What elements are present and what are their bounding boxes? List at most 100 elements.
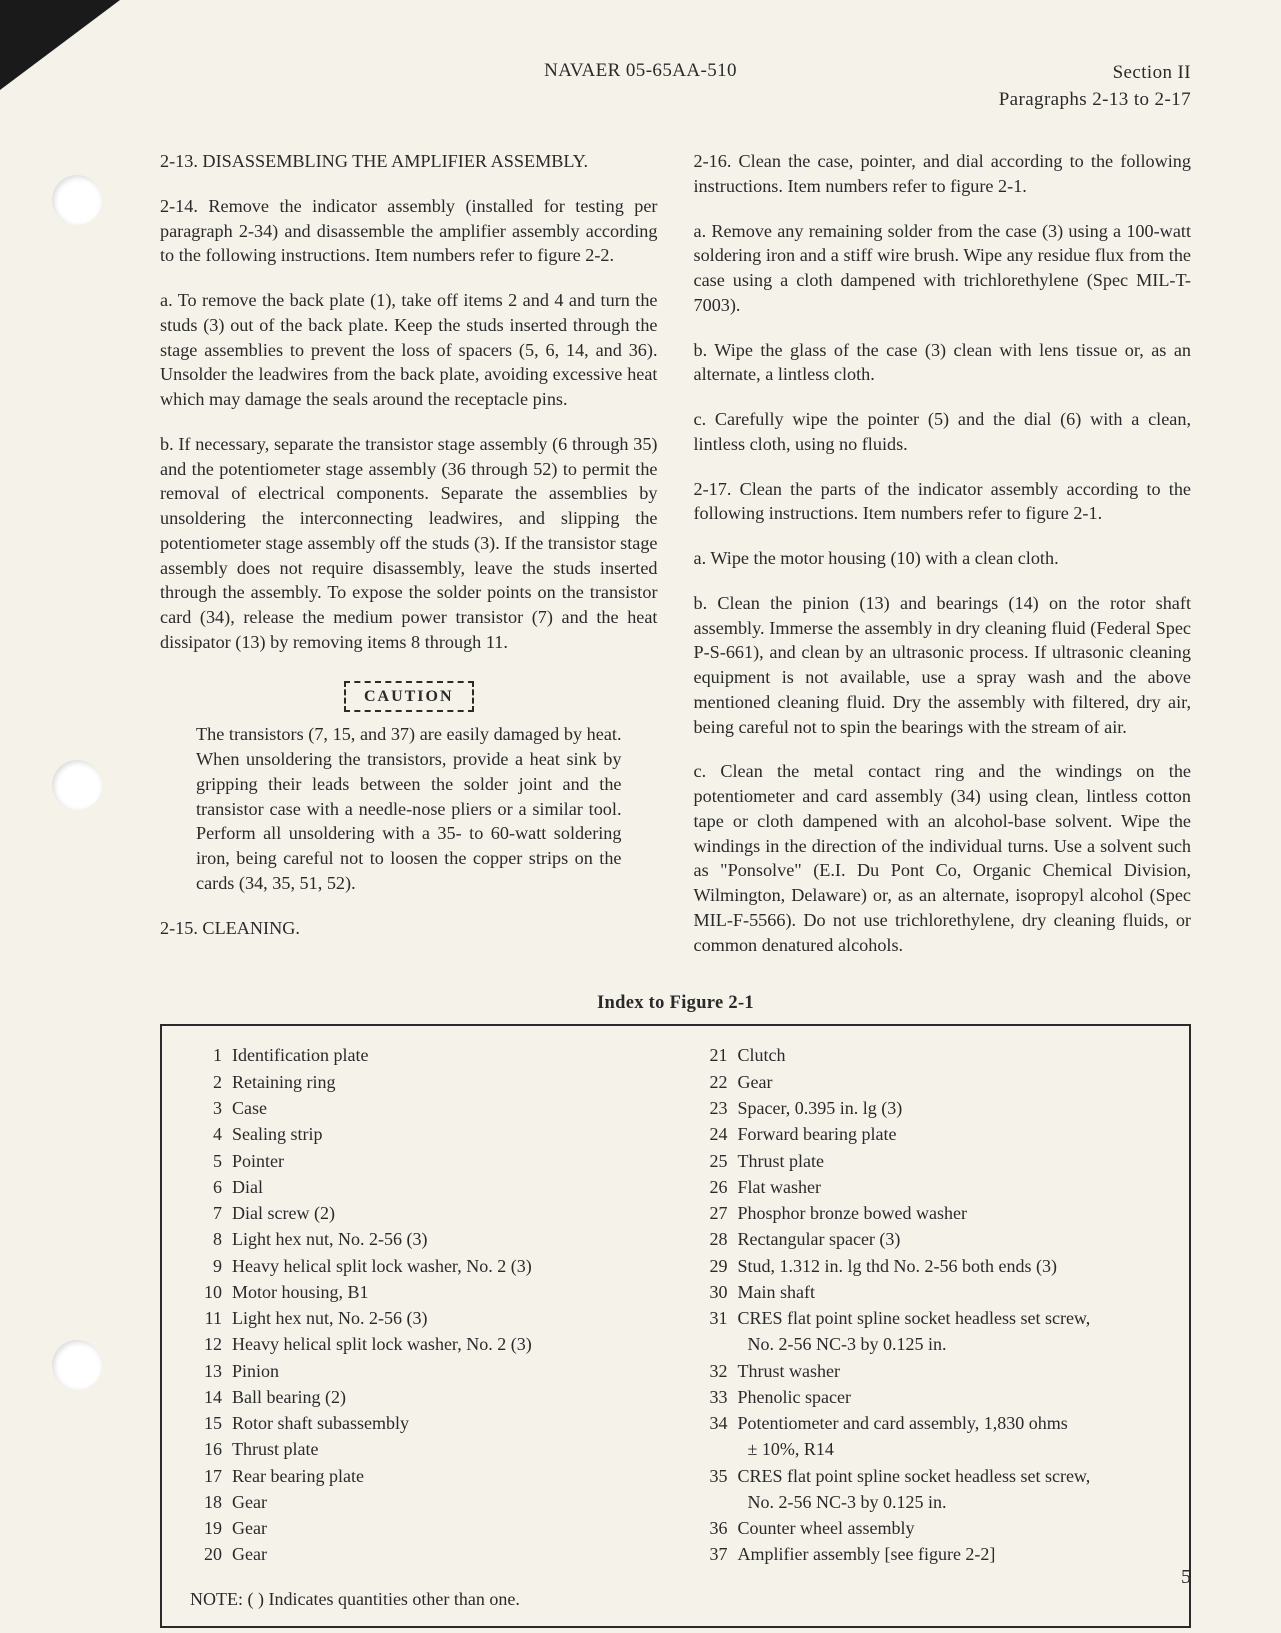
index-item: 30Main shaft bbox=[696, 1279, 1162, 1305]
index-note: NOTE: ( ) Indicates quantities other tha… bbox=[190, 1586, 1161, 1612]
index-item: 20Gear bbox=[190, 1541, 656, 1567]
index-text: Light hex nut, No. 2-56 (3) bbox=[232, 1305, 656, 1331]
index-item: 21Clutch bbox=[696, 1042, 1162, 1068]
index-number: 35 bbox=[696, 1463, 738, 1489]
index-number: 36 bbox=[696, 1515, 738, 1541]
index-text: Gear bbox=[232, 1489, 656, 1515]
index-text: Gear bbox=[232, 1515, 656, 1541]
index-text-continuation: ± 10%, R14 bbox=[696, 1436, 1162, 1462]
para-2-13-head: 2-13. DISASSEMBLING THE AMPLIFIER ASSEMB… bbox=[160, 149, 658, 174]
index-number: 15 bbox=[190, 1410, 232, 1436]
index-number: 1 bbox=[190, 1042, 232, 1068]
index-item: 37Amplifier assembly [see figure 2-2] bbox=[696, 1541, 1162, 1567]
index-number: 22 bbox=[696, 1069, 738, 1095]
index-number: 11 bbox=[190, 1305, 232, 1331]
index-item: 11Light hex nut, No. 2-56 (3) bbox=[190, 1305, 656, 1331]
index-item: 5Pointer bbox=[190, 1148, 656, 1174]
index-text: Counter wheel assembly bbox=[738, 1515, 1162, 1541]
index-number: 13 bbox=[190, 1358, 232, 1384]
page-number: 5 bbox=[1181, 1566, 1191, 1589]
index-item: 18Gear bbox=[190, 1489, 656, 1515]
index-number: 20 bbox=[190, 1541, 232, 1567]
index-number: 5 bbox=[190, 1148, 232, 1174]
index-text: Forward bearing plate bbox=[738, 1121, 1162, 1147]
right-column: 2-16. Clean the case, pointer, and dial … bbox=[694, 149, 1192, 977]
index-item: 15Rotor shaft subassembly bbox=[190, 1410, 656, 1436]
index-item: 8Light hex nut, No. 2-56 (3) bbox=[190, 1226, 656, 1252]
punch-hole-top bbox=[52, 175, 102, 225]
index-item: 31CRES flat point spline socket headless… bbox=[696, 1305, 1162, 1331]
index-number: 17 bbox=[190, 1463, 232, 1489]
index-item: 22Gear bbox=[696, 1069, 1162, 1095]
index-item: 13Pinion bbox=[190, 1358, 656, 1384]
index-item: 12Heavy helical split lock washer, No. 2… bbox=[190, 1331, 656, 1357]
para-2-16-b: b. Wipe the glass of the case (3) clean … bbox=[694, 338, 1192, 388]
para-2-14-a: a. To remove the back plate (1), take of… bbox=[160, 288, 658, 412]
index-text: Gear bbox=[738, 1069, 1162, 1095]
index-text: Heavy helical split lock washer, No. 2 (… bbox=[232, 1253, 656, 1279]
caution-label: CAUTION bbox=[344, 681, 474, 713]
index-item: 26Flat washer bbox=[696, 1174, 1162, 1200]
index-number: 27 bbox=[696, 1200, 738, 1226]
index-text: Sealing strip bbox=[232, 1121, 656, 1147]
index-number: 26 bbox=[696, 1174, 738, 1200]
para-2-17-a: a. Wipe the motor housing (10) with a cl… bbox=[694, 546, 1192, 571]
index-number: 18 bbox=[190, 1489, 232, 1515]
index-text: Flat washer bbox=[738, 1174, 1162, 1200]
index-item: 32Thrust washer bbox=[696, 1358, 1162, 1384]
index-number: 21 bbox=[696, 1042, 738, 1068]
para-2-17-b: b. Clean the pinion (13) and bearings (1… bbox=[694, 591, 1192, 740]
index-item: 9Heavy helical split lock washer, No. 2 … bbox=[190, 1253, 656, 1279]
doc-id: NAVAER 05-65AA-510 bbox=[544, 60, 737, 82]
index-text: Pinion bbox=[232, 1358, 656, 1384]
index-title: Index to Figure 2-1 bbox=[160, 993, 1191, 1014]
index-item: 19Gear bbox=[190, 1515, 656, 1541]
index-text: Thrust washer bbox=[738, 1358, 1162, 1384]
index-box: 1Identification plate2Retaining ring3Cas… bbox=[160, 1024, 1191, 1628]
index-text: Thrust plate bbox=[232, 1436, 656, 1462]
left-column: 2-13. DISASSEMBLING THE AMPLIFIER ASSEMB… bbox=[160, 149, 658, 977]
index-item: 34Potentiometer and card assembly, 1,830… bbox=[696, 1410, 1162, 1436]
index-item: 33Phenolic spacer bbox=[696, 1384, 1162, 1410]
index-left-column: 1Identification plate2Retaining ring3Cas… bbox=[190, 1042, 656, 1567]
index-right-column: 21Clutch22Gear23Spacer, 0.395 in. lg (3)… bbox=[696, 1042, 1162, 1567]
index-number: 24 bbox=[696, 1121, 738, 1147]
index-text: Stud, 1.312 in. lg thd No. 2-56 both end… bbox=[738, 1253, 1162, 1279]
index-text: Motor housing, B1 bbox=[232, 1279, 656, 1305]
index-item: 29Stud, 1.312 in. lg thd No. 2-56 both e… bbox=[696, 1253, 1162, 1279]
index-text: Amplifier assembly [see figure 2-2] bbox=[738, 1541, 1162, 1567]
index-item: 6Dial bbox=[190, 1174, 656, 1200]
index-item: 16Thrust plate bbox=[190, 1436, 656, 1462]
index-item: 24Forward bearing plate bbox=[696, 1121, 1162, 1147]
index-text: Heavy helical split lock washer, No. 2 (… bbox=[232, 1331, 656, 1357]
index-number: 32 bbox=[696, 1358, 738, 1384]
index-text: Dial bbox=[232, 1174, 656, 1200]
index-number: 3 bbox=[190, 1095, 232, 1121]
index-item: 25Thrust plate bbox=[696, 1148, 1162, 1174]
index-item: 3Case bbox=[190, 1095, 656, 1121]
index-item: 35CRES flat point spline socket headless… bbox=[696, 1463, 1162, 1489]
index-number: 33 bbox=[696, 1384, 738, 1410]
index-text: Light hex nut, No. 2-56 (3) bbox=[232, 1226, 656, 1252]
index-number: 14 bbox=[190, 1384, 232, 1410]
index-text: Rotor shaft subassembly bbox=[232, 1410, 656, 1436]
body-columns: 2-13. DISASSEMBLING THE AMPLIFIER ASSEMB… bbox=[160, 149, 1191, 977]
index-text: Main shaft bbox=[738, 1279, 1162, 1305]
index-text-continuation: No. 2-56 NC-3 by 0.125 in. bbox=[696, 1331, 1162, 1357]
index-number: 9 bbox=[190, 1253, 232, 1279]
index-item: 36Counter wheel assembly bbox=[696, 1515, 1162, 1541]
index-text: Clutch bbox=[738, 1042, 1162, 1068]
index-text: Phosphor bronze bowed washer bbox=[738, 1200, 1162, 1226]
index-number: 30 bbox=[696, 1279, 738, 1305]
index-item: 14Ball bearing (2) bbox=[190, 1384, 656, 1410]
para-2-16: 2-16. Clean the case, pointer, and dial … bbox=[694, 149, 1192, 199]
page-header: NAVAER 05-65AA-510 Section II Paragraphs… bbox=[160, 60, 1191, 113]
page-container: NAVAER 05-65AA-510 Section II Paragraphs… bbox=[0, 0, 1281, 1633]
index-text: Rectangular spacer (3) bbox=[738, 1226, 1162, 1252]
para-2-15-head: 2-15. CLEANING. bbox=[160, 916, 658, 941]
index-text: CRES flat point spline socket headless s… bbox=[738, 1463, 1162, 1489]
index-text: Case bbox=[232, 1095, 656, 1121]
index-number: 8 bbox=[190, 1226, 232, 1252]
index-number: 29 bbox=[696, 1253, 738, 1279]
index-text: Gear bbox=[232, 1541, 656, 1567]
